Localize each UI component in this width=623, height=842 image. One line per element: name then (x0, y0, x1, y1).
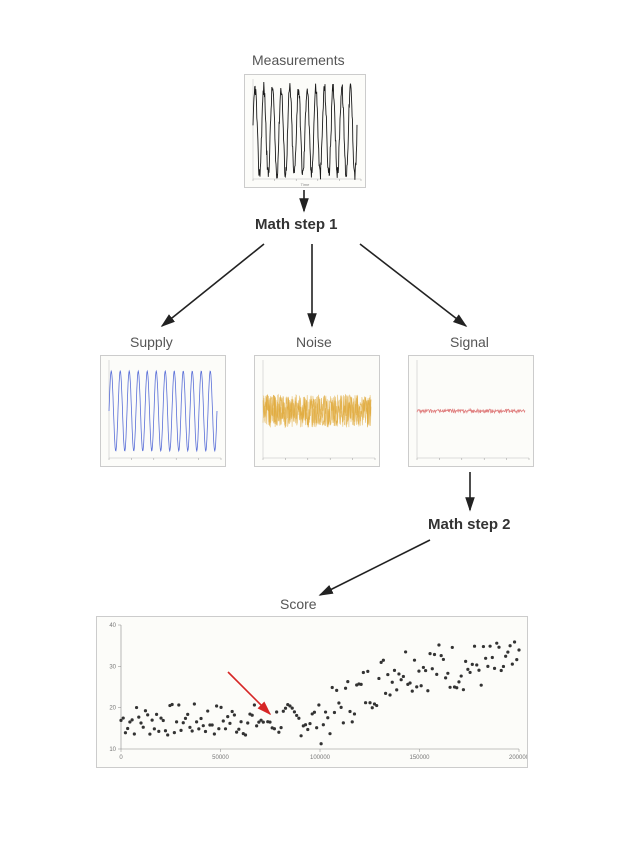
arrows-svg (0, 0, 623, 842)
